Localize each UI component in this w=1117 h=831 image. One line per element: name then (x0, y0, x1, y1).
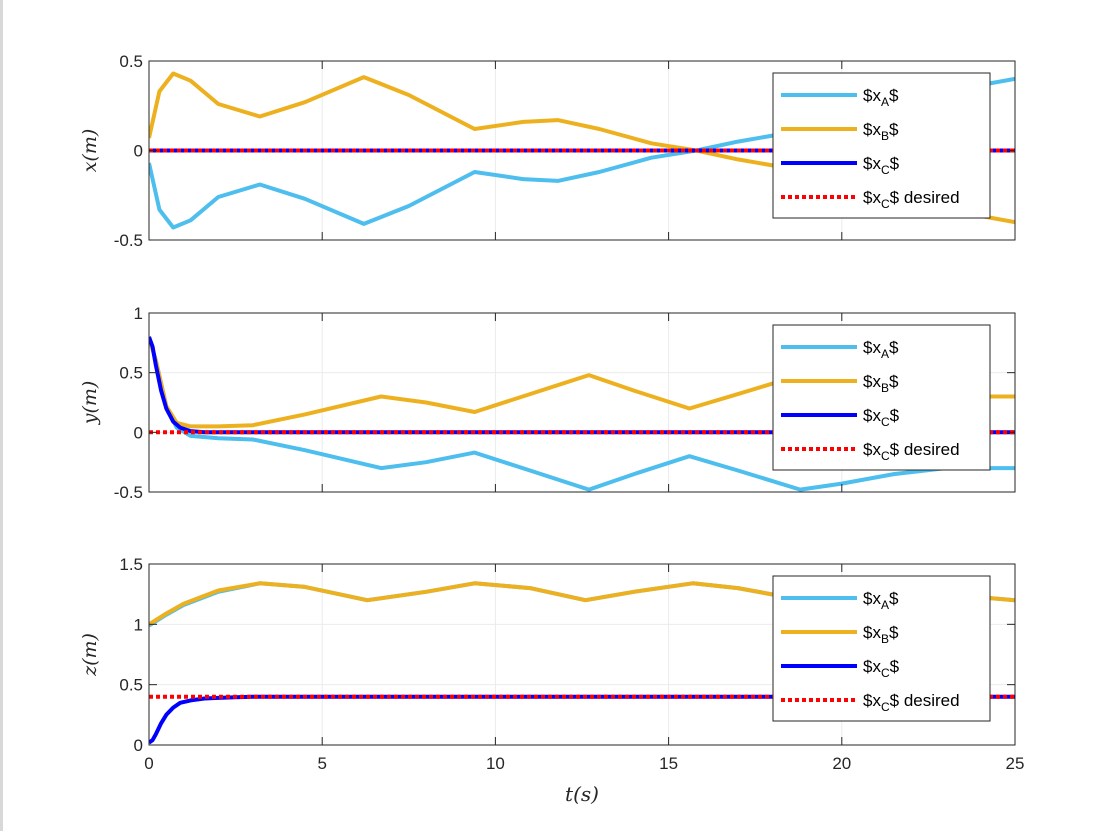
y-tick-label: 0 (134, 736, 143, 755)
y-axis-label: z(m) (79, 633, 101, 677)
y-tick-label: 1 (134, 615, 143, 634)
y-tick-label: 1.5 (119, 555, 143, 574)
y-tick-label: 0.5 (119, 52, 143, 71)
x-axis-label: t(s) (565, 782, 599, 806)
subplot-y: -0.5 0 0.5 1 y(m) $xA$ $xB$ $xC$ $xC$ desired (79, 304, 1016, 502)
legend-label: $xA$ (863, 589, 899, 612)
legend: $xA$ $xB$ $xC$ $xC$ desired (772, 324, 991, 471)
subplot-x: -0.5 0 0.5 x(m) $xA$ $xB$ $xC$ $xC$ desired (79, 52, 1016, 250)
legend-label: $xB$ (863, 120, 899, 143)
x-tick-label: 25 (1006, 754, 1025, 773)
x-tick-label: 10 (486, 754, 505, 773)
legend-box (772, 324, 991, 471)
y-axis-label: x(m) (79, 129, 101, 173)
legend-label: $xA$ (863, 86, 899, 109)
y-tick-label: 0.5 (119, 676, 143, 695)
y-tick-label: 0 (134, 423, 143, 442)
axes-box (148, 563, 1016, 746)
axes-box (148, 312, 1016, 493)
legend-label: $xA$ (863, 338, 899, 361)
legend-label: $xC$ (863, 406, 900, 429)
series-line-0 (149, 336, 1015, 492)
y-tick-label: -0.5 (114, 483, 143, 502)
legend: $xA$ $xB$ $xC$ $xC$ desired (772, 72, 991, 219)
series-line-2 (149, 336, 1015, 435)
y-tick-label: -0.5 (114, 231, 143, 250)
x-tick-label: 15 (659, 754, 678, 773)
legend-label: $xB$ (863, 372, 899, 395)
y-tick-label: 0 (134, 142, 143, 161)
legend-label: $xC$ (863, 657, 900, 680)
y-axis-label: y(m) (79, 381, 101, 426)
subplot-z: 0 5 10 15 20 2500.511.5z(m)t(s)$xA$$xB$$xC$$x… (79, 555, 1024, 806)
y-tick-label: 0.5 (119, 364, 143, 383)
legend-label: $xC$ desired (863, 440, 960, 463)
legend-label: $xC$ desired (863, 188, 960, 211)
x-tick-label: 0 (144, 754, 153, 773)
y-tick-label: 1 (134, 304, 143, 323)
legend: $xA$ $xB$ $xC$ $xC$ desired (772, 575, 991, 722)
window-edge (0, 0, 3, 831)
legend-label: $xB$ (863, 623, 899, 646)
x-tick-label: 5 (317, 754, 326, 773)
x-tick-label: 20 (832, 754, 851, 773)
legend-box (772, 575, 991, 722)
legend-label: $xC$ (863, 154, 900, 177)
legend-label: $xC$ desired (863, 691, 960, 714)
legend-box (772, 72, 991, 219)
